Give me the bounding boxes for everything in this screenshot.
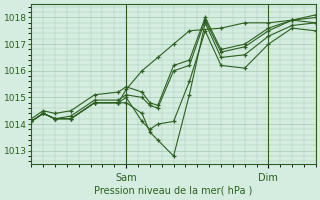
X-axis label: Pression niveau de la mer( hPa ): Pression niveau de la mer( hPa ) — [94, 186, 253, 196]
